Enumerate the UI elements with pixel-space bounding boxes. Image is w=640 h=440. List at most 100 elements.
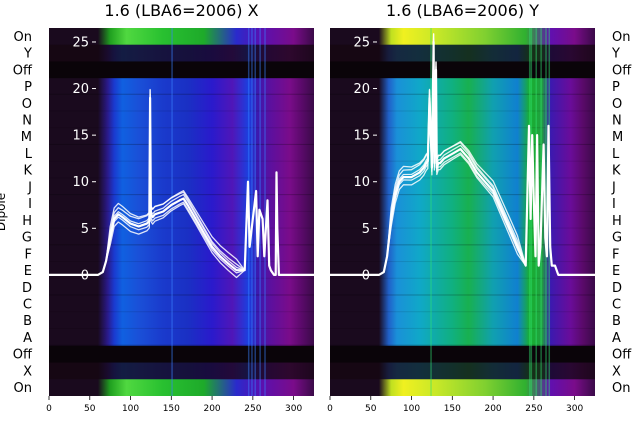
heatmap-row-12 [49,228,314,246]
xtick-label: 150 [163,404,180,414]
heatmap-row-separator [330,227,595,229]
heatmap-row-4 [330,94,595,113]
xtick-label: 150 [444,404,461,414]
heatmap-row-separator [49,160,314,162]
panel-x-title: 1.6 (LBA6=2006) X [104,1,258,20]
ytick-label: 5 [81,222,89,237]
heatmap-row-14 [49,262,314,280]
dipole-label: N [22,114,32,129]
heatmap-row-19 [330,345,595,364]
heatmap-striation [171,28,173,396]
heatmap-row-separator [49,194,314,196]
xtick-label: 50 [365,404,377,414]
ytick-label: 10 [72,175,89,190]
xtick-label: 50 [84,404,96,414]
panel-y-xticks: 0 50 100 150 200 250 300 [327,396,583,414]
ytick-label: 5 [362,222,370,237]
heatmap-row-17 [49,312,314,330]
dipole-label: K [23,164,32,179]
heatmap-row-7 [49,145,314,163]
dipole-label: O [22,97,32,112]
panel-x-heatmap [49,28,314,396]
heatmap-row-1 [49,44,314,62]
dipole-label: M [612,130,623,145]
heatmap-row-18 [330,329,595,347]
heatmap-row-5 [330,111,595,129]
dipole-label: C [612,298,621,313]
dipole-label: X [612,364,621,379]
dipole-label: H [22,214,32,229]
xtick-label: 0 [46,404,52,414]
heatmap-row-11 [330,212,595,230]
dipole-label: F [612,247,619,262]
heatmap-striation [254,28,256,396]
heatmap-row-2 [330,61,595,79]
heatmap-row-separator [49,227,314,229]
heatmap-row-5 [49,111,314,129]
heatmap-row-separator [49,260,314,263]
heatmap-row-13 [330,245,595,263]
dipole-label: Off [13,63,33,78]
dipole-label: L [25,147,33,162]
dipole-label: F [25,247,32,262]
heatmap-row-separator [330,294,595,296]
heatmap-row-separator [330,244,595,246]
dipole-label: K [612,164,621,179]
heatmap-row-4 [49,94,314,113]
dipole-label: Off [13,348,33,363]
heatmap-row-separator [330,210,595,212]
panel-y: 1.6 (LBA6=2006) Y OnYOffPONMLKJIHGFEDCBA… [327,1,632,414]
dipole-label: P [24,80,32,95]
dipole-label: L [612,147,620,162]
dipole-label: I [612,197,616,212]
heatmap-row-separator [49,244,314,246]
heatmap-row-separator [49,294,314,296]
heatmap-row-separator [330,344,595,346]
dipole-label: Y [611,47,620,62]
heatmap-row-0 [330,28,595,46]
heatmap-striation [545,28,547,396]
heatmap-row-17 [330,312,595,330]
heatmap-row-separator [330,194,595,196]
dipole-label: B [612,314,621,329]
heatmap-row-3 [330,78,595,96]
panel-x-trace [49,88,314,279]
xtick-label: 100 [122,404,139,414]
dipole-label: A [612,331,621,346]
xtick-label: 250 [525,404,542,414]
heatmap-row-12 [330,228,595,246]
heatmap-row-separator [330,277,595,279]
dipole-label: On [612,30,630,45]
trace-line [49,88,314,276]
heatmap-row-21 [330,379,595,396]
heatmap-row-separator [330,127,595,129]
heatmap-row-separator [49,143,314,146]
heatmap-row-19 [49,345,314,364]
heatmap-row-10 [330,195,595,213]
heatmap-row-separator [330,327,595,330]
xtick-label: 200 [203,404,220,414]
heatmap-row-separator [49,127,314,129]
heatmap-row-separator [49,177,314,179]
panel-x-xticks: 0 50 100 150 200 250 300 [46,396,302,414]
ytick-label: 25 [353,35,370,50]
heatmap-row-16 [330,295,595,313]
dipole-label: P [612,80,620,95]
dipole-label: O [612,97,622,112]
dipole-label: On [14,30,32,45]
xtick-label: 300 [285,404,302,414]
heatmap-row-separator [49,344,314,346]
dipole-label: G [22,231,32,246]
xtick-label: 100 [403,404,420,414]
heatmap-row-separator [49,311,314,313]
heatmap-row-separator [330,93,595,95]
ytick-label: 25 [72,35,89,50]
heatmap-row-separator [330,311,595,313]
heatmap-row-separator [330,260,595,263]
dipole-label: A [23,331,32,346]
heatmap-row-20 [330,362,595,380]
dipole-label: Off [612,348,632,363]
dipole-label: J [611,180,616,195]
